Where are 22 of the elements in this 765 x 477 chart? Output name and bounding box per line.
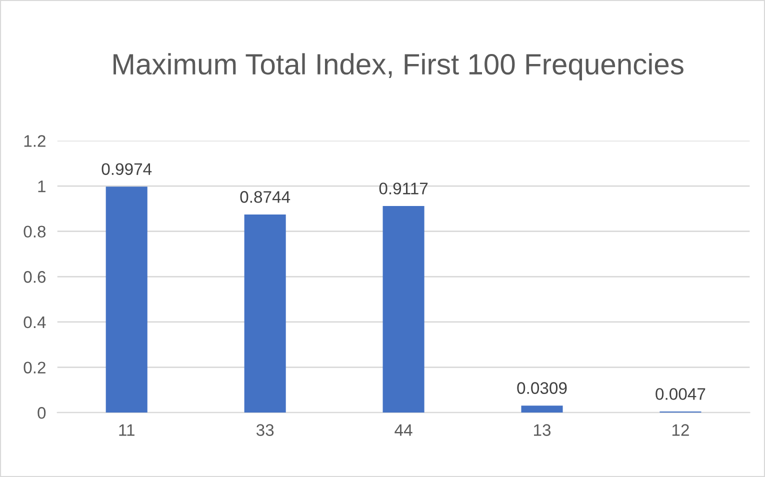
x-tick-label: 12 xyxy=(672,424,689,436)
x-tick-label: 33 xyxy=(256,424,274,436)
data-label: 0.0309 xyxy=(517,382,567,394)
y-tick-label: 1.2 xyxy=(24,135,46,147)
x-tick-label: 13 xyxy=(534,424,551,436)
x-tick-label: 44 xyxy=(394,424,412,436)
x-tick-label: 11 xyxy=(119,424,134,436)
data-label: 0.9117 xyxy=(379,182,428,194)
y-tick-label: 0 xyxy=(38,407,46,419)
data-label: 0.9974 xyxy=(102,163,152,175)
y-tick-label: 1 xyxy=(38,180,46,192)
data-label: 0.0047 xyxy=(656,388,706,400)
bar xyxy=(521,406,563,413)
bar xyxy=(106,186,148,413)
y-tick-label: 0.6 xyxy=(24,271,46,283)
chart-title: Maximum Total Index, First 100 Frequencies xyxy=(114,53,684,80)
bar xyxy=(244,214,286,413)
data-label: 0.8744 xyxy=(240,191,290,203)
y-tick-label: 0.2 xyxy=(24,362,46,374)
y-tick-label: 0.8 xyxy=(24,226,46,238)
y-tick-label: 0.4 xyxy=(24,316,46,328)
bar xyxy=(382,206,424,413)
